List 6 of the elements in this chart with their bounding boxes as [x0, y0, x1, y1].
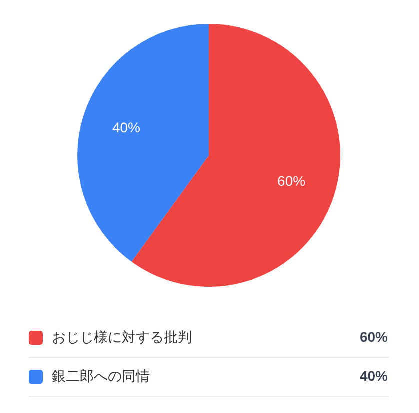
text: 40%: [360, 368, 388, 384]
legend-label: おじじ様に対する批判: [52, 328, 192, 345]
data-label: 40%: [112, 120, 140, 136]
legend-label: 銀二郎への同情: [52, 368, 150, 384]
text: 60%: [360, 328, 388, 345]
data-label: 60%: [278, 173, 306, 190]
